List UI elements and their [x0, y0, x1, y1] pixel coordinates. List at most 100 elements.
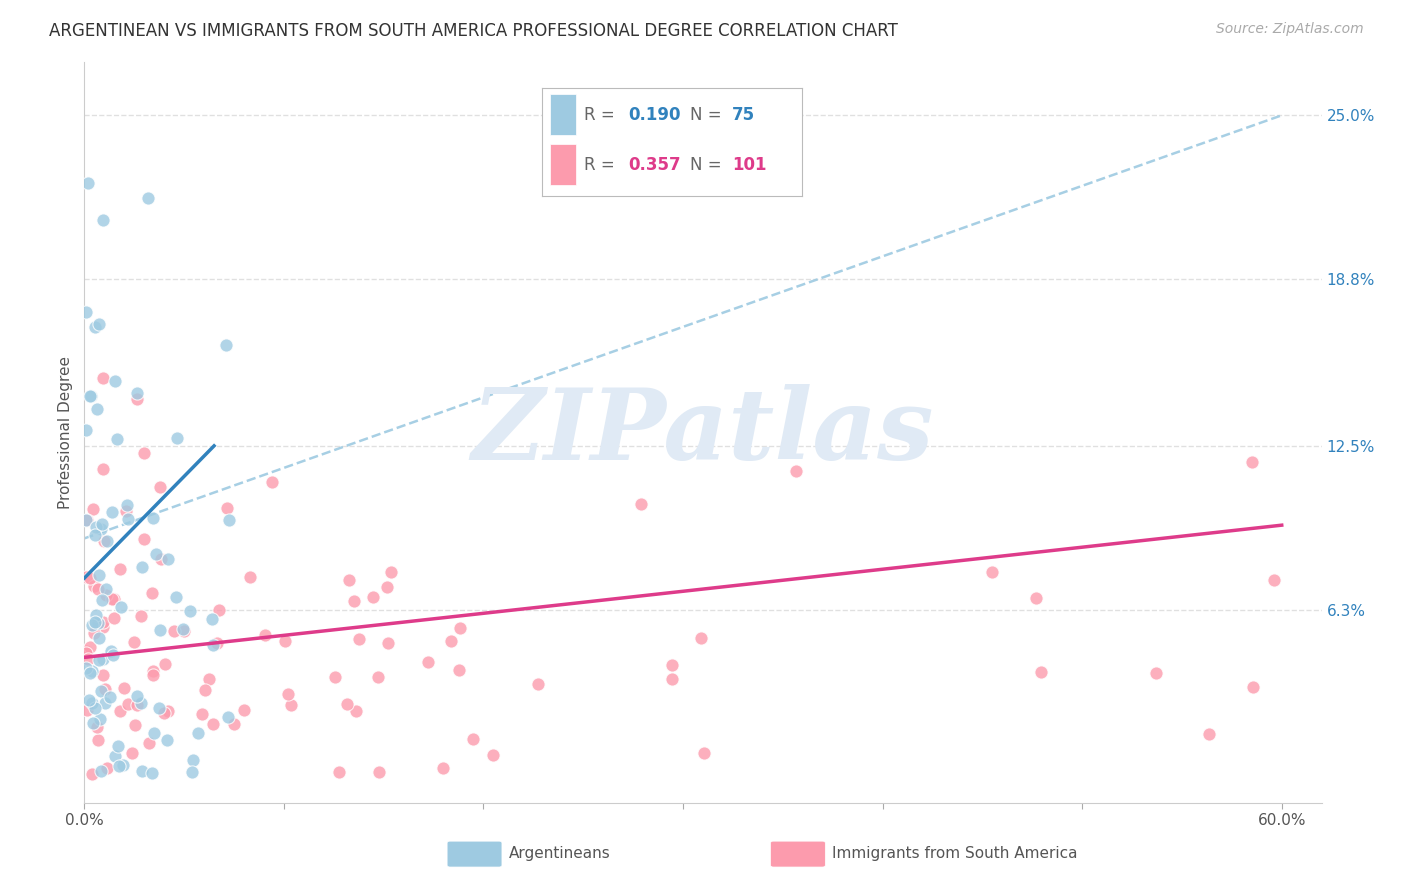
- Point: [277, 687, 299, 701]
- Point: [172, 622, 194, 636]
- Point: [689, 631, 711, 645]
- Point: [482, 747, 505, 762]
- Point: [91, 593, 114, 607]
- Point: [79, 389, 101, 403]
- Point: [215, 337, 238, 351]
- Point: [1240, 455, 1263, 469]
- Point: [127, 392, 149, 407]
- Point: [89, 683, 111, 698]
- Point: [124, 718, 146, 732]
- Point: [1144, 666, 1167, 681]
- Point: [173, 624, 195, 638]
- Text: Argentineans: Argentineans: [509, 847, 610, 861]
- Point: [218, 513, 240, 527]
- Point: [83, 626, 105, 640]
- Point: [141, 766, 163, 780]
- Point: [90, 517, 112, 532]
- Point: [191, 706, 214, 721]
- Point: [82, 501, 104, 516]
- Point: [142, 510, 165, 524]
- Point: [114, 504, 136, 518]
- Text: Immigrants from South America: Immigrants from South America: [832, 847, 1078, 861]
- Point: [180, 764, 202, 779]
- Point: [101, 592, 124, 607]
- Point: [117, 698, 139, 712]
- Point: [87, 568, 110, 582]
- Point: [91, 462, 114, 476]
- Point: [156, 552, 179, 566]
- Point: [377, 636, 399, 650]
- Point: [96, 534, 118, 549]
- Point: [107, 739, 129, 753]
- Point: [1241, 680, 1264, 694]
- Point: [205, 636, 228, 650]
- Point: [138, 191, 160, 205]
- Point: [96, 760, 118, 774]
- Point: [197, 672, 219, 686]
- Point: [94, 682, 117, 697]
- Point: [75, 423, 97, 437]
- Point: [336, 697, 359, 711]
- Point: [89, 713, 111, 727]
- Point: [201, 612, 224, 626]
- Point: [129, 696, 152, 710]
- Text: ARGENTINEAN VS IMMIGRANTS FROM SOUTH AMERICA PROFESSIONAL DEGREE CORRELATION CHA: ARGENTINEAN VS IMMIGRANTS FROM SOUTH AME…: [49, 22, 898, 40]
- Point: [110, 600, 132, 615]
- Point: [194, 683, 217, 698]
- Point: [104, 375, 127, 389]
- Point: [108, 759, 131, 773]
- Point: [79, 571, 101, 585]
- Point: [75, 646, 97, 660]
- Point: [89, 631, 111, 645]
- Point: [100, 644, 122, 658]
- Point: [76, 513, 98, 527]
- Point: [115, 498, 138, 512]
- Point: [87, 653, 110, 667]
- Point: [981, 565, 1004, 579]
- Point: [375, 580, 398, 594]
- Point: [79, 640, 101, 654]
- Point: [440, 633, 463, 648]
- Point: [79, 389, 101, 403]
- Point: [117, 511, 139, 525]
- Point: [75, 661, 97, 675]
- Point: [141, 667, 163, 681]
- Point: [149, 624, 172, 638]
- Point: [217, 710, 239, 724]
- Point: [93, 697, 115, 711]
- Point: [83, 615, 105, 629]
- Point: [347, 632, 370, 646]
- Point: [105, 433, 128, 447]
- Point: [132, 446, 155, 460]
- Point: [449, 621, 471, 635]
- Point: [112, 758, 135, 772]
- Point: [149, 480, 172, 494]
- Point: [91, 668, 114, 682]
- Point: [75, 570, 97, 584]
- Point: [87, 615, 110, 630]
- Point: [215, 500, 238, 515]
- Point: [339, 573, 361, 587]
- Point: [86, 720, 108, 734]
- Point: [90, 522, 112, 536]
- Point: [344, 704, 367, 718]
- Point: [127, 689, 149, 703]
- Point: [148, 700, 170, 714]
- Point: [101, 648, 124, 662]
- Point: [239, 569, 262, 583]
- Point: [156, 704, 179, 718]
- Point: [145, 547, 167, 561]
- Point: [262, 475, 284, 490]
- Point: [141, 586, 163, 600]
- Point: [84, 319, 107, 334]
- Point: [367, 764, 389, 779]
- Point: [1198, 727, 1220, 741]
- Point: [323, 670, 346, 684]
- Point: [661, 658, 683, 673]
- Text: Source: ZipAtlas.com: Source: ZipAtlas.com: [1216, 22, 1364, 37]
- Point: [253, 627, 276, 641]
- Point: [416, 655, 439, 669]
- Point: [112, 681, 135, 695]
- Point: [82, 715, 104, 730]
- Point: [96, 582, 118, 596]
